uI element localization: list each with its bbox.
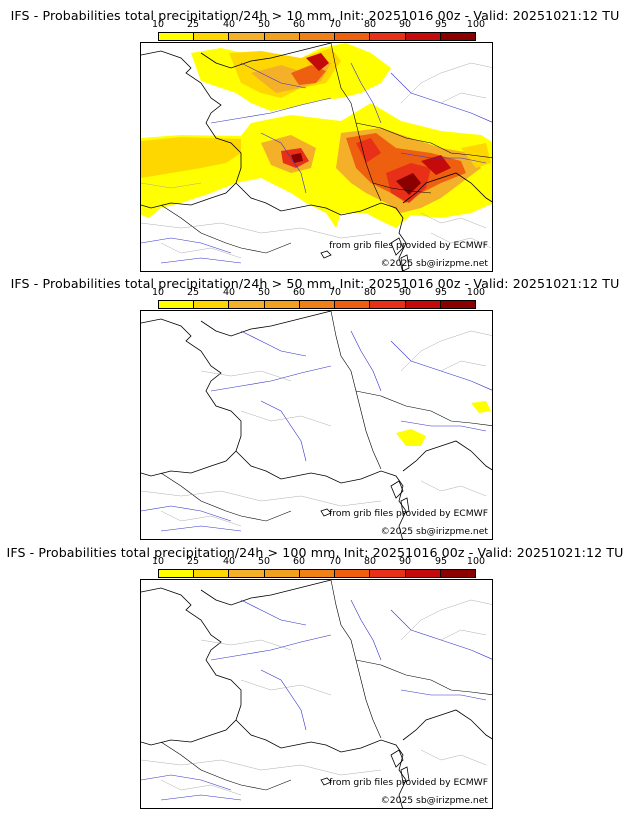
tick-label: 95 (434, 556, 448, 567)
panel-title: IFS - Probabilities total precipitation/… (10, 276, 620, 291)
colorbar-swatch (335, 301, 371, 308)
colorbar: 10 25 40 50 60 70 80 90 95 100 (152, 556, 485, 581)
source-credit: from grib files provided by ECMWF (329, 777, 488, 788)
copyright-credit: ©2025 sb@irizpme.net (380, 526, 488, 537)
tick-label: 100 (466, 556, 486, 567)
tick-label: 80 (363, 19, 377, 30)
tick-label: 90 (398, 556, 412, 567)
regional-borders (141, 599, 492, 796)
colorbar-swatch (299, 33, 336, 40)
tick-label: 70 (328, 287, 342, 298)
copyright-credit: ©2025 sb@irizpme.net (380, 258, 488, 269)
tick-label: 90 (398, 287, 412, 298)
tick-label: 60 (292, 556, 306, 567)
rivers (141, 599, 492, 801)
copyright-credit: ©2025 sb@irizpme.net (380, 795, 488, 806)
colorbar-ticks: 10 25 40 50 60 70 80 90 95 100 (152, 287, 485, 299)
colorbar-swatch (370, 33, 406, 40)
colorbar-swatch (405, 301, 441, 308)
colorbar-swatch (335, 570, 371, 577)
colorbar-swatch (159, 301, 195, 308)
colorbar-ticks: 10 25 40 50 60 70 80 90 95 100 (152, 556, 485, 568)
tick-label: 50 (257, 287, 271, 298)
map-svg (141, 311, 492, 539)
colorbar-swatch (264, 570, 300, 577)
tick-label: 70 (328, 19, 342, 30)
colorbar: 10 25 40 50 60 70 80 90 95 100 (152, 19, 485, 44)
colorbar-swatch (440, 33, 475, 40)
tick-label: 80 (363, 287, 377, 298)
tick-label: 70 (328, 556, 342, 567)
colorbar-swatch (299, 570, 336, 577)
colorbar-swatches (158, 300, 476, 309)
tick-label: 60 (292, 287, 306, 298)
tick-label: 10 (151, 287, 165, 298)
regional-borders (141, 330, 492, 527)
panel-title: IFS - Probabilities total precipitation/… (6, 545, 624, 560)
coastlines (141, 311, 492, 539)
tick-label: 25 (186, 556, 200, 567)
colorbar-swatch (370, 570, 406, 577)
regional-borders (141, 62, 492, 259)
colorbar-swatch (159, 570, 195, 577)
coastlines (141, 580, 492, 808)
map-frame: from grib files provided by ECMWF ©2025 … (140, 310, 493, 540)
colorbar-swatch (440, 301, 475, 308)
colorbar-swatch (229, 33, 265, 40)
tick-label: 10 (151, 556, 165, 567)
colorbar-swatch (229, 301, 265, 308)
map-svg (141, 43, 492, 271)
colorbar-swatch (159, 33, 195, 40)
tick-label: 40 (222, 556, 236, 567)
colorbar-swatch (299, 301, 336, 308)
source-credit: from grib files provided by ECMWF (329, 508, 488, 519)
colorbar-swatch (440, 570, 475, 577)
colorbar-swatch (264, 33, 300, 40)
panel-100mm: IFS - Probabilities total precipitation/… (0, 545, 630, 813)
colorbar-swatch (370, 301, 406, 308)
precip-shading (396, 401, 491, 446)
tick-label: 40 (222, 287, 236, 298)
tick-label: 95 (434, 19, 448, 30)
map-frame: from grib files provided by ECMWF ©2025 … (140, 579, 493, 809)
rivers (141, 330, 492, 532)
colorbar-swatch (405, 570, 441, 577)
tick-label: 60 (292, 19, 306, 30)
map-svg (141, 580, 492, 808)
panel-50mm: IFS - Probabilities total precipitation/… (0, 276, 630, 544)
colorbar-swatch (405, 33, 441, 40)
colorbar-swatch (264, 301, 300, 308)
tick-label: 100 (466, 19, 486, 30)
colorbar-swatch (194, 570, 230, 577)
colorbar-swatch (335, 33, 371, 40)
colorbar-swatch (229, 570, 265, 577)
rivers (141, 62, 492, 264)
tick-label: 50 (257, 19, 271, 30)
borders (160, 580, 492, 791)
tick-label: 10 (151, 19, 165, 30)
tick-label: 90 (398, 19, 412, 30)
colorbar-swatches (158, 569, 476, 578)
panel-10mm: IFS - Probabilities total precipitation/… (0, 8, 630, 276)
colorbar: 10 25 40 50 60 70 80 90 95 100 (152, 287, 485, 312)
panel-title: IFS - Probabilities total precipitation/… (10, 8, 620, 23)
precip-shading (141, 43, 492, 228)
coastlines (141, 43, 492, 271)
colorbar-swatches (158, 32, 476, 41)
tick-label: 25 (186, 287, 200, 298)
colorbar-swatch (194, 33, 230, 40)
tick-label: 40 (222, 19, 236, 30)
colorbar-swatch (194, 301, 230, 308)
tick-label: 80 (363, 556, 377, 567)
source-credit: from grib files provided by ECMWF (329, 240, 488, 251)
tick-label: 100 (466, 287, 486, 298)
tick-label: 50 (257, 556, 271, 567)
borders (160, 43, 492, 254)
borders (160, 311, 492, 522)
colorbar-ticks: 10 25 40 50 60 70 80 90 95 100 (152, 19, 485, 31)
map-frame: from grib files provided by ECMWF ©2025 … (140, 42, 493, 272)
tick-label: 95 (434, 287, 448, 298)
tick-label: 25 (186, 19, 200, 30)
